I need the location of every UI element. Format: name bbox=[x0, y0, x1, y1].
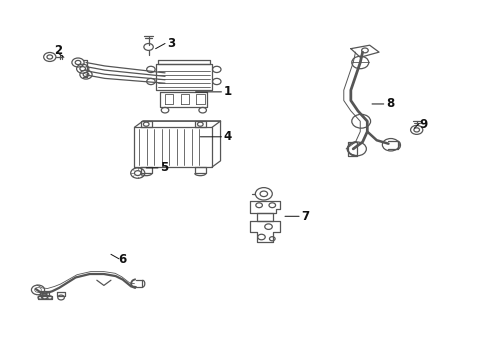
Text: 5: 5 bbox=[160, 161, 169, 174]
Text: 4: 4 bbox=[224, 130, 232, 143]
Text: 6: 6 bbox=[118, 253, 126, 266]
Text: 9: 9 bbox=[419, 118, 427, 131]
Text: 8: 8 bbox=[386, 98, 394, 111]
Text: 1: 1 bbox=[224, 85, 232, 98]
Text: 2: 2 bbox=[54, 44, 63, 57]
Text: 7: 7 bbox=[301, 210, 310, 223]
Text: 3: 3 bbox=[168, 37, 175, 50]
